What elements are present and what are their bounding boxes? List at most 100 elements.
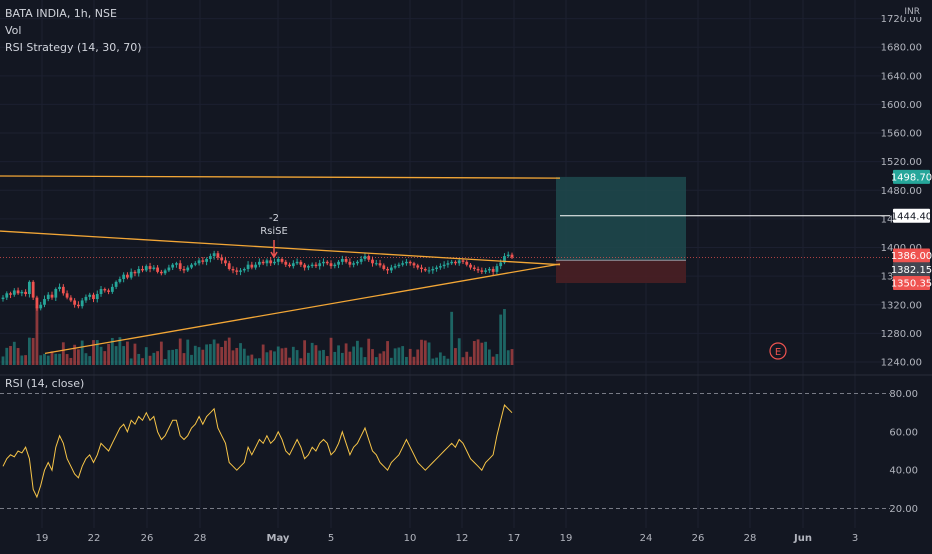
candle-body (163, 270, 167, 274)
volume-bar (284, 347, 288, 365)
candle-body (307, 266, 310, 268)
volume-bar (506, 350, 510, 365)
volume-bar (261, 344, 265, 365)
volume-bar (35, 306, 39, 365)
volume-bar (491, 356, 495, 365)
candle-body (420, 267, 423, 269)
volume-bar (159, 341, 163, 365)
volume-bar (457, 338, 461, 365)
rsi-legend[interactable]: RSI (14, close) (5, 377, 85, 390)
volume-bar (405, 356, 408, 365)
candle-body (465, 261, 469, 265)
candle-body (148, 266, 152, 269)
earnings-marker-icon (769, 342, 787, 360)
candle-body (193, 263, 197, 265)
candle-body (435, 267, 438, 269)
candle-body (371, 259, 374, 264)
candle-body (31, 281, 35, 298)
volume-bar (386, 341, 389, 365)
candle-body (88, 294, 92, 297)
candle-body (152, 267, 156, 269)
candle-body (224, 260, 227, 264)
candle-body (261, 261, 265, 264)
volume-bar (148, 355, 152, 365)
candle-body (329, 263, 333, 267)
candle-body (27, 281, 31, 295)
candle-body (499, 262, 503, 267)
symbol-legend[interactable]: BATA INDIA, 1h, NSE (5, 7, 117, 20)
candle-body (389, 267, 393, 271)
volume-bar (450, 311, 454, 365)
volume-bar (325, 356, 329, 365)
volume-bar (480, 342, 484, 365)
volume-bar (156, 351, 159, 365)
volume-bar (276, 346, 280, 365)
candle-body (333, 264, 337, 267)
time-tick-label: 28 (744, 533, 757, 544)
time-tick-label: 26 (692, 533, 705, 544)
volume-bar (186, 339, 190, 365)
volume-bar (205, 344, 208, 365)
volume-bar (401, 346, 405, 365)
volume-bar (175, 349, 178, 365)
candle-body (80, 300, 84, 307)
candle-body (280, 258, 284, 262)
candle-body (446, 263, 450, 265)
candle-body (257, 261, 261, 265)
candle-body (450, 261, 454, 264)
volume-bar (88, 356, 92, 365)
volume-bar (329, 337, 333, 365)
candle-body (427, 270, 431, 272)
volume-bar (61, 342, 65, 365)
descending-trendline (0, 230, 561, 266)
volume-bar (295, 350, 299, 365)
candle-body (12, 290, 16, 295)
candle-body (239, 270, 242, 272)
candle-body (156, 267, 159, 272)
volume-legend[interactable]: Vol (5, 24, 22, 37)
volume-bar (337, 345, 340, 365)
candle-body (205, 258, 208, 262)
volume-bar (54, 353, 58, 365)
candle-body (397, 264, 401, 267)
volume-bar (269, 350, 273, 365)
price-tag-last (893, 248, 930, 263)
candle-body (110, 286, 114, 292)
volume-bar (340, 352, 344, 365)
volume-bar (193, 345, 197, 365)
time-tick-label: 26 (141, 533, 154, 544)
candle-body (159, 271, 163, 274)
candle-body (438, 266, 442, 268)
volume-bar (446, 358, 450, 365)
candle-body (299, 261, 303, 265)
candle-body (133, 271, 137, 274)
volume-bar (254, 358, 258, 365)
candle-body (303, 264, 307, 268)
volume-bar (412, 356, 416, 365)
candle-body (491, 268, 495, 272)
price-tag-current-text: 1382.15 (891, 265, 932, 276)
volume-bar (27, 337, 31, 365)
volume-bar (476, 339, 480, 365)
strategy-legend[interactable]: RSI Strategy (14, 30, 70) (5, 41, 142, 54)
volume-bar (495, 354, 499, 365)
volume-bar (208, 344, 212, 365)
volume-bar (77, 349, 80, 365)
candle-body (84, 296, 88, 301)
volume-bar (235, 347, 239, 365)
candle-body (201, 260, 205, 262)
time-tick-label: May (267, 533, 290, 544)
candle-body (393, 266, 397, 268)
candle-body (374, 263, 378, 265)
volume-bar (1, 356, 5, 365)
volume-bar (92, 340, 95, 365)
volume-bar (182, 353, 186, 365)
candle-body (73, 300, 77, 305)
volume-bar (12, 341, 16, 365)
volume-bar (438, 352, 442, 365)
candle-body (92, 294, 95, 300)
candle-body (457, 260, 461, 264)
price-tag-target-text: 1498.70 (891, 172, 932, 183)
